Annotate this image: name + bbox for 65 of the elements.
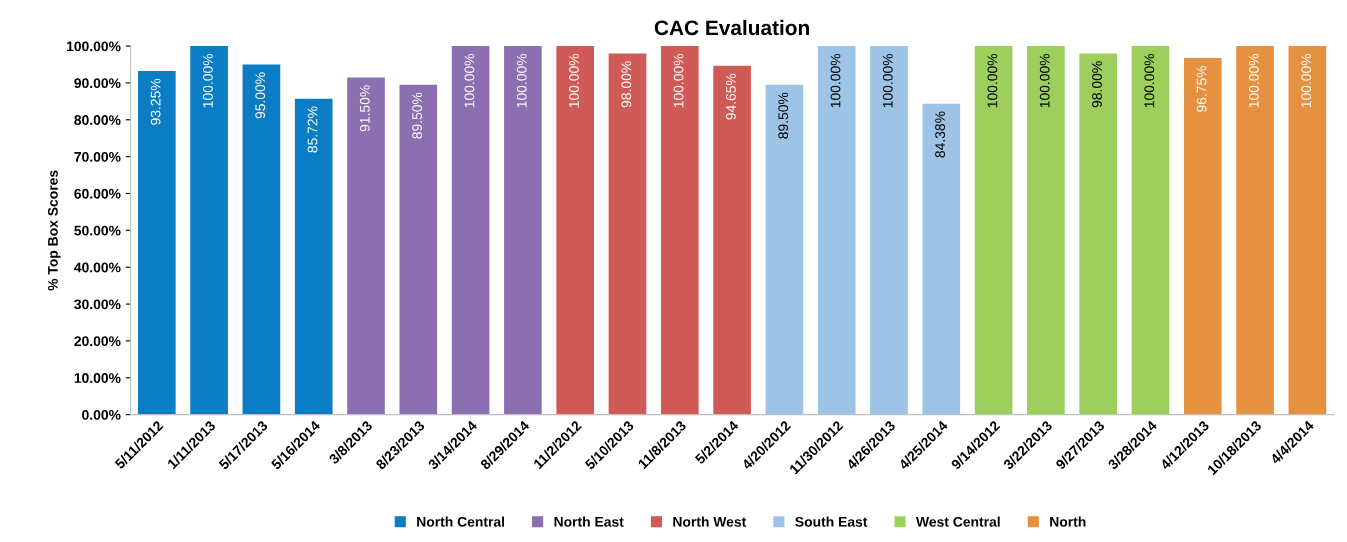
legend-label: North Central — [417, 516, 504, 527]
bar — [137, 70, 176, 415]
data-label: 100.00% — [203, 53, 213, 108]
data-label: 89.50% — [412, 92, 423, 139]
bar — [556, 46, 595, 415]
bar — [974, 46, 1013, 415]
data-label: 100.00% — [1301, 53, 1312, 108]
data-label: 95.00% — [255, 72, 266, 119]
bar — [713, 65, 751, 415]
data-label: 100.00% — [464, 53, 475, 108]
bar — [242, 64, 281, 415]
data-label: 94.65% — [725, 73, 736, 120]
data-label: 96.75% — [1196, 65, 1207, 112]
y-tick-label: 10.00% — [74, 373, 121, 383]
bar — [294, 98, 333, 415]
data-label: 100.00% — [1039, 53, 1050, 108]
data-label: 84.38% — [935, 111, 946, 158]
data-label: 91.50% — [359, 85, 370, 132]
bar — [817, 46, 856, 415]
legend-label: South East — [795, 516, 868, 527]
y-tick-label: 60.00% — [74, 188, 121, 199]
bar — [451, 46, 490, 415]
legend-label: West Central — [916, 516, 1000, 527]
legend-label: North — [1050, 516, 1086, 527]
bar — [1183, 58, 1222, 415]
bar — [1236, 46, 1274, 415]
data-label: 93.25% — [150, 78, 161, 125]
y-axis-title: % Top Box Scores — [47, 170, 61, 291]
bar — [1131, 46, 1170, 415]
y-tick-label: 20.00% — [74, 336, 121, 347]
y-tick-label: 40.00% — [74, 262, 121, 273]
data-label: 100.00% — [569, 53, 579, 108]
bar — [608, 53, 647, 415]
bar — [1027, 46, 1065, 415]
bar — [1288, 46, 1327, 415]
y-tick-label: 30.00% — [74, 299, 121, 310]
bar — [504, 46, 542, 415]
data-label: 100.00% — [1144, 53, 1155, 108]
y-tick-label: 0.00% — [82, 409, 121, 420]
bar — [399, 84, 438, 415]
data-label: 100.00% — [830, 53, 841, 108]
chart-title: CAC Evaluation — [654, 19, 809, 36]
y-tick-label: 90.00% — [74, 78, 121, 89]
data-label: 85.72% — [307, 106, 318, 153]
bar — [660, 46, 699, 415]
legend-label: North East — [554, 516, 624, 527]
legend-label: North West — [673, 516, 747, 527]
data-label: 98.00% — [1092, 61, 1102, 108]
data-label: 100.00% — [673, 53, 684, 108]
data-label: 100.00% — [1248, 53, 1259, 108]
data-label: 98.00% — [621, 61, 632, 108]
y-tick-label: 70.00% — [74, 151, 121, 162]
y-tick-label: 80.00% — [74, 115, 121, 125]
data-label: 100.00% — [516, 53, 527, 108]
bar — [922, 103, 961, 415]
data-label: 89.50% — [778, 92, 789, 139]
y-tick-label: 100.00% — [66, 41, 121, 52]
data-label: 100.00% — [882, 53, 893, 108]
y-tick-label: 50.00% — [74, 225, 121, 236]
bar — [870, 46, 908, 415]
bar — [347, 77, 385, 415]
bar — [765, 84, 804, 415]
data-label: 100.00% — [987, 53, 998, 108]
bar — [1079, 53, 1118, 415]
bar — [190, 46, 228, 415]
